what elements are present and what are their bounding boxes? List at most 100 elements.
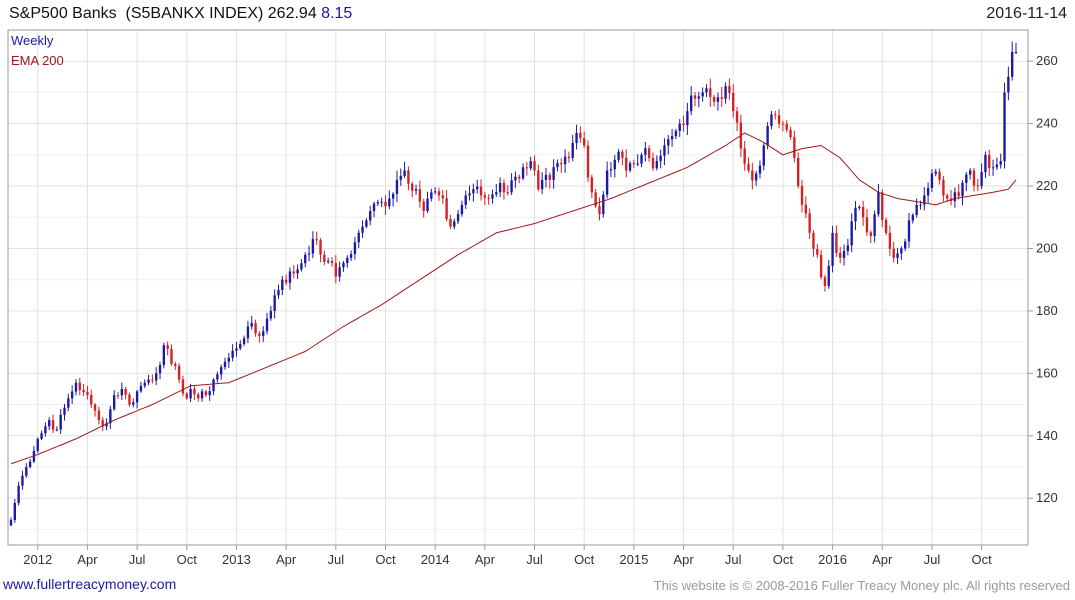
candle-down (185, 393, 188, 399)
candle-down (384, 201, 387, 207)
candle-up (968, 170, 972, 175)
index-name: S&P500 Banks (9, 5, 117, 22)
candle-down (437, 191, 441, 196)
candle-up (403, 170, 406, 177)
candle-up (139, 385, 143, 392)
candle-up (911, 214, 915, 221)
candle-up (701, 92, 704, 97)
candle-down (808, 213, 811, 233)
candle-up (460, 204, 464, 215)
candle-up (338, 267, 341, 277)
plot-frame (7, 29, 1029, 546)
website-link[interactable]: www.fullertreacymoney.com (3, 576, 177, 592)
candle-up (369, 211, 372, 221)
x-tick-label: Jul (129, 552, 146, 567)
candle-up (372, 203, 376, 212)
candle-up (59, 414, 62, 430)
candle-down (632, 163, 636, 165)
candle-up (296, 269, 299, 274)
y-tick-label: 220 (1036, 178, 1058, 193)
candle-down (86, 392, 89, 395)
candle-up (300, 263, 303, 270)
candle-down (785, 123, 788, 130)
candle-up (265, 318, 269, 332)
candle-up (48, 420, 51, 427)
candle-up (380, 201, 383, 203)
candle-down (177, 365, 181, 380)
candle-down (445, 198, 448, 220)
candle-up (44, 426, 47, 434)
candle-up (223, 361, 227, 368)
legend-weekly: Weekly (11, 33, 54, 48)
y-tick-label: 200 (1036, 240, 1058, 255)
candle-up (120, 388, 124, 396)
candle-up (495, 192, 498, 195)
candle-up (189, 388, 192, 399)
candle-up (235, 348, 238, 351)
candle-up (903, 241, 907, 249)
candle-up (984, 154, 987, 173)
candle-up (670, 136, 674, 140)
candle-up (999, 161, 1002, 165)
candle-down (51, 420, 55, 430)
candle-up (456, 214, 460, 222)
candle-up (529, 161, 532, 169)
candle-up (926, 188, 930, 196)
y-tick-label: 240 (1036, 116, 1058, 131)
candle-down (151, 379, 154, 381)
candle-down (957, 192, 960, 197)
candle-down (888, 232, 892, 249)
candle-up (40, 433, 43, 439)
candle-up (697, 96, 701, 99)
candle-up (269, 310, 273, 319)
candle-up (433, 191, 437, 193)
candle-up (754, 173, 758, 181)
candle-down (560, 163, 563, 165)
grid-lines (8, 30, 1028, 545)
candle-down (319, 240, 322, 255)
candle-up (1007, 76, 1010, 93)
candle-down (735, 111, 739, 123)
candle-down (124, 388, 127, 395)
candle-down (254, 323, 257, 334)
candle-down (479, 186, 483, 196)
candle-down (777, 115, 781, 124)
candle-up (74, 382, 78, 392)
candle-up (162, 345, 166, 366)
candle-down (693, 95, 697, 99)
candle-up (143, 382, 146, 386)
candle-up (430, 192, 433, 199)
candle-up (644, 148, 647, 155)
candle-up (716, 97, 720, 102)
candle-up (540, 179, 544, 190)
candle-up (991, 167, 995, 169)
candle-down (128, 394, 131, 405)
candle-down (884, 219, 888, 233)
candle-down (751, 170, 754, 181)
candle-up (552, 167, 555, 180)
candle-down (204, 391, 208, 396)
candle-down (797, 157, 800, 187)
candle-down (548, 174, 551, 180)
candle-down (781, 123, 785, 125)
candle-up (766, 126, 769, 146)
candle-down (732, 92, 735, 112)
candle-up (28, 461, 32, 467)
candle-up (357, 232, 360, 243)
x-tick-label: Oct (574, 552, 595, 567)
candle-down (804, 204, 808, 214)
candle-up (571, 142, 574, 158)
candle-down (583, 138, 586, 146)
candle-up (361, 226, 364, 233)
candle-up (919, 204, 922, 206)
candle-down (533, 161, 536, 171)
candle-down (116, 395, 120, 397)
ema-200-line (10, 132, 1017, 465)
candle-up (770, 114, 773, 127)
candle-down (976, 185, 979, 187)
candle-up (827, 265, 830, 286)
candle-up (667, 139, 670, 146)
candle-down (82, 389, 85, 393)
candle-up (877, 192, 880, 215)
candle-up (208, 391, 211, 396)
